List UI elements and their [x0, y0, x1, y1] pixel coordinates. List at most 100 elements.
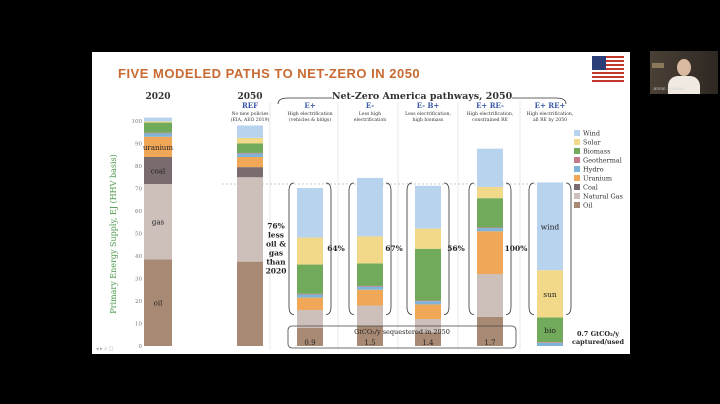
reduction-label: oil &	[266, 239, 286, 248]
bar-segment-2020-coal	[144, 157, 172, 184]
reduction-label: 100%	[505, 244, 528, 253]
sequestration-value: 1.7	[484, 339, 495, 347]
bar-segment-e-re--geothermal	[537, 342, 563, 343]
y-tick-label: 50	[135, 232, 142, 238]
column-subheader: E- B+	[417, 101, 440, 110]
legend-label: Hydro	[583, 166, 604, 174]
energy-supply-chart: Primary Energy Supply, EJ (HHV basis) 0 10…	[96, 91, 624, 352]
sequestration-value: 0.9	[304, 339, 315, 347]
column-subheader: E-	[366, 101, 374, 110]
bar-segment-e--wind	[357, 177, 383, 237]
presentation-slide: FIVE MODELED PATHS TO NET-ZERO IN 2050 P…	[92, 52, 630, 354]
column-description: High electrification	[287, 111, 332, 117]
legend-label: Solar	[583, 139, 601, 147]
captured-note-line1: 0.7 GtCO₂/y	[577, 330, 619, 338]
reduction-bracket	[528, 182, 535, 315]
y-tick-label: 30	[135, 277, 142, 283]
group-header: Net-Zero America pathways, 2050	[332, 91, 513, 102]
legend-swatch-biomass	[574, 148, 580, 154]
legend-swatch-coal	[574, 184, 580, 190]
reduction-label: 2020	[266, 266, 287, 275]
legend-swatch-oil	[574, 202, 580, 208]
column-description: (vehicles & bldgs)	[289, 116, 331, 123]
y-tick-label: 10	[135, 322, 142, 328]
y-tick-label: 70	[135, 187, 142, 193]
column-description: high biomass	[413, 117, 444, 123]
legend-swatch-wind	[574, 130, 580, 136]
slide-title: FIVE MODELED PATHS TO NET-ZERO IN 2050	[118, 66, 421, 81]
bar-segment-e--hydro	[297, 294, 323, 298]
reduction-label: less	[268, 230, 284, 239]
legend-label: Geothermal	[583, 157, 622, 165]
bar-segment-e--solar	[357, 236, 383, 264]
bar-segment-ref-natural-gas	[237, 177, 263, 262]
y-tick-label: 40	[135, 254, 142, 260]
column-description: Less electrification,	[405, 111, 451, 117]
bar-segment-e-b--wind	[415, 185, 441, 229]
legend-swatch-natural-gas	[574, 193, 580, 199]
bar-segment-ref-solar	[237, 137, 263, 144]
bar-segment-2020-uranium	[144, 136, 172, 157]
bar-segment-e-re--wind	[537, 182, 563, 271]
column-description: High electrification,	[527, 111, 574, 117]
bar-segment-ref-hydro	[237, 153, 263, 157]
bar-segment-ref-geothermal	[237, 152, 263, 154]
bar-segment-e--uranium	[297, 297, 323, 310]
reduction-label: 76%	[267, 221, 285, 230]
y-tick-label: 20	[135, 299, 142, 305]
bar-segment-e--natural-gas	[297, 310, 323, 328]
sequestration-title: GtCO₂/y sequestered in 2050	[354, 328, 450, 336]
bar-segment-label: sun	[543, 290, 557, 299]
bar-segment-label: gas	[152, 219, 165, 227]
bar-segment-ref-uranium	[237, 157, 263, 168]
bar-segment-2020-wind	[144, 117, 172, 122]
legend-swatch-solar	[574, 139, 580, 145]
bar-segment-e-re--solar	[537, 270, 563, 318]
column-description: electrification	[354, 117, 386, 123]
bar-segment-ref-biomass	[237, 143, 263, 153]
bar-segment-e-re--uranium	[477, 231, 503, 274]
legend-label: Coal	[583, 184, 598, 192]
bar-segment-e--oil	[297, 328, 323, 346]
bar-segment-e-re--wind	[477, 148, 503, 187]
reduction-bracket-right	[385, 182, 392, 315]
bar-segment-e-b--geothermal	[415, 300, 441, 302]
bar-segment-2020-natural-gas	[144, 184, 172, 260]
column-subheader: E+ RE+	[535, 101, 566, 110]
y-tick-label: 100	[132, 119, 143, 125]
captured-note-line2: captured/used	[572, 338, 624, 346]
bar-segment-e-re--oil	[477, 316, 503, 346]
legend-label: Oil	[583, 202, 593, 210]
bar-segment-2020-geothermal	[144, 132, 172, 134]
group-header-brace	[277, 97, 567, 105]
reduction-label: gas	[269, 248, 283, 257]
bar-segment-e--natural-gas	[357, 305, 383, 326]
bar-segment-ref-oil	[237, 261, 263, 346]
bar-segment-e-re--solar	[477, 186, 503, 199]
legend-swatch-uranium	[574, 175, 580, 181]
reduction-bracket-right	[565, 182, 572, 315]
column-subheader: E+	[304, 101, 315, 110]
legend-swatch-hydro	[574, 166, 580, 172]
column-header: 2020	[145, 92, 170, 102]
column-description: Less high	[359, 111, 381, 117]
column-subheader: REF	[242, 101, 258, 110]
column-subheader: E+ RE-	[476, 101, 504, 110]
bar-segment-e--geothermal	[357, 285, 383, 287]
y-axis-label: Primary Energy Supply, EJ (HHV basis)	[109, 154, 118, 313]
reduction-bracket-right	[443, 182, 450, 315]
bar-segment-e-re--hydro	[477, 228, 503, 232]
reduction-bracket	[406, 182, 413, 315]
bar-segment-label: oil	[154, 300, 163, 308]
bar-segment-label: uranium	[143, 144, 173, 152]
bar-segment-e--oil	[357, 325, 383, 346]
reduction-label: 64%	[327, 244, 345, 253]
bar-segment-e-b--uranium	[415, 304, 441, 319]
bar-segment-e--solar	[297, 237, 323, 265]
legend-label: Wind	[583, 130, 600, 138]
bar-segment-e-b--hydro	[415, 301, 441, 305]
legend-label: Biomass	[583, 148, 610, 156]
bar-segment-label: wind	[541, 222, 560, 231]
legend-swatch-geothermal	[574, 157, 580, 163]
bar-segment-e--wind	[297, 188, 323, 238]
